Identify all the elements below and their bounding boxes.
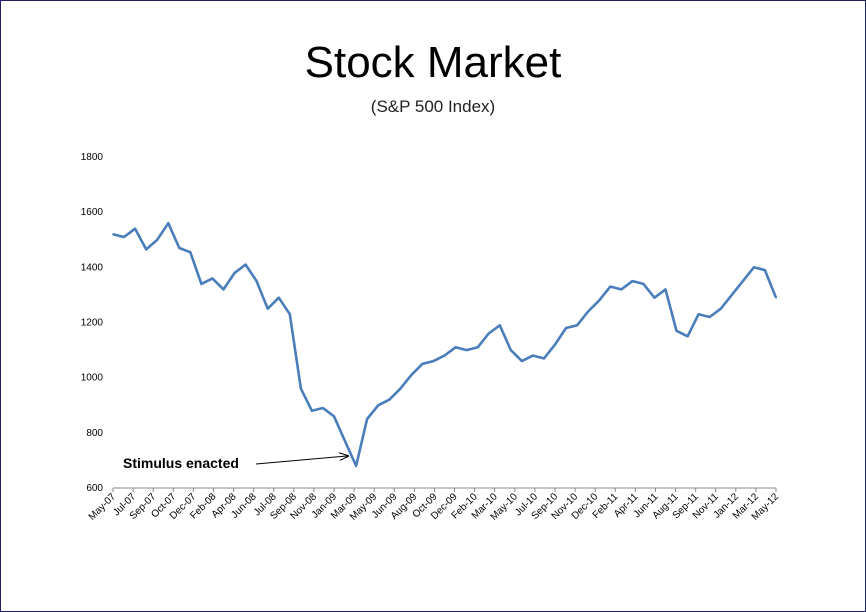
- data-point: [775, 296, 777, 299]
- data-point: [509, 349, 512, 351]
- y-tick-label: 1200: [81, 318, 104, 329]
- chart-subtitle: (S&P 500 Index): [370, 97, 496, 116]
- data-point: [244, 263, 247, 266]
- data-point: [708, 316, 711, 318]
- data-point: [344, 440, 346, 443]
- data-point: [730, 294, 733, 296]
- data-point: [200, 282, 203, 285]
- data-point: [432, 360, 435, 363]
- data-point: [399, 387, 402, 390]
- data-point: [288, 313, 291, 316]
- data-point: [454, 346, 457, 349]
- data-point: [664, 288, 667, 291]
- data-point: [123, 236, 125, 238]
- y-tick-label: 1000: [81, 373, 104, 384]
- data-point: [753, 266, 755, 269]
- data-point: [620, 288, 623, 291]
- data-point: [576, 324, 578, 327]
- y-tick-label: 1600: [81, 207, 104, 218]
- data-point: [233, 271, 236, 274]
- data-point: [178, 247, 181, 249]
- data-point: [543, 357, 545, 360]
- data-point: [333, 415, 335, 418]
- data-point: [311, 409, 313, 412]
- data-point: [277, 296, 280, 299]
- data-point: [764, 269, 766, 271]
- data-point: [675, 329, 678, 332]
- data-point: [443, 354, 446, 357]
- data-point: [554, 343, 556, 346]
- data-point: [598, 299, 601, 302]
- data-point: [631, 280, 634, 283]
- data-point: [653, 296, 656, 299]
- data-point: [498, 324, 501, 327]
- annotation-arrow: [255, 456, 348, 465]
- y-tick-label: 1400: [81, 262, 104, 273]
- data-point: [211, 277, 214, 280]
- data-point: [299, 387, 302, 390]
- data-point: [112, 233, 114, 236]
- data-point: [145, 248, 148, 251]
- data-point: [609, 285, 612, 288]
- y-tick-label: 800: [86, 428, 103, 439]
- data-point: [366, 418, 369, 420]
- y-tick-label: 600: [86, 483, 103, 494]
- data-point: [134, 227, 137, 230]
- data-point: [487, 332, 490, 335]
- data-point: [565, 327, 567, 329]
- data-point: [377, 404, 380, 407]
- data-point: [421, 362, 424, 365]
- data-point: [355, 465, 357, 467]
- data-point: [410, 374, 413, 376]
- data-point: [255, 280, 258, 283]
- data-point: [719, 307, 722, 310]
- data-point: [476, 346, 479, 349]
- sp500-series-line: [112, 221, 778, 468]
- data-point: [642, 282, 645, 285]
- data-point: [322, 407, 324, 409]
- data-point: [167, 222, 170, 225]
- data-point: [520, 360, 523, 363]
- data-point: [266, 307, 269, 310]
- data-point: [587, 310, 590, 313]
- data-point: [697, 313, 700, 316]
- data-point: [222, 288, 225, 291]
- data-point: [532, 354, 534, 357]
- data-point: [686, 335, 689, 338]
- data-point: [741, 280, 744, 283]
- stimulus-annotation-label: Stimulus enacted: [123, 455, 239, 471]
- chart-title: Stock Market: [304, 38, 562, 87]
- data-point: [156, 238, 159, 241]
- data-point: [465, 349, 468, 351]
- data-point: [388, 398, 391, 401]
- data-point: [189, 251, 192, 254]
- y-tick-label: 1800: [81, 152, 104, 163]
